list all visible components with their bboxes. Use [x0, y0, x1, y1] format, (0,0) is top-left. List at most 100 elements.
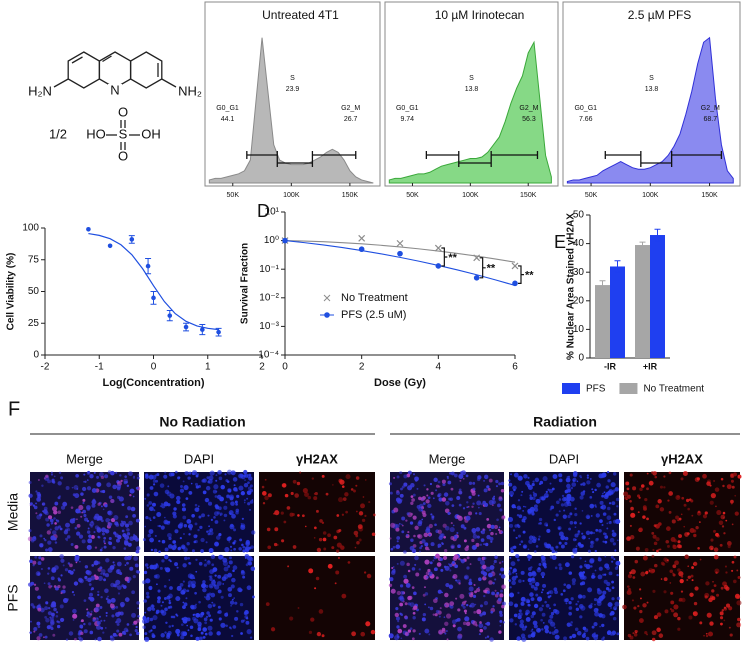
nucleus [209, 618, 213, 622]
nucleus [513, 613, 518, 618]
nucleus [716, 509, 722, 516]
nucleus [161, 504, 166, 509]
nucleus [238, 485, 244, 491]
nucleus [412, 629, 416, 633]
nucleus [175, 628, 181, 634]
nucleus [471, 505, 474, 509]
nucleus [172, 511, 177, 516]
nucleus [690, 574, 694, 578]
nucleus [687, 507, 691, 511]
nucleus [568, 527, 572, 531]
nucleus [188, 525, 191, 528]
nucleus [479, 621, 482, 624]
nucleus [585, 530, 591, 535]
nucleus [454, 564, 458, 569]
nucleus [568, 601, 572, 605]
nucleus [478, 577, 482, 582]
nucleus [553, 518, 556, 522]
nucleus [246, 490, 252, 496]
nucleus [208, 575, 211, 578]
nucleus [74, 554, 80, 560]
nucleus [666, 559, 669, 562]
nucleus [35, 512, 38, 515]
nucleus [643, 506, 647, 511]
nucleus [616, 632, 620, 636]
nucleus [168, 472, 173, 477]
nucleus [548, 631, 552, 634]
nucleus [233, 487, 238, 492]
nucleus [631, 599, 634, 602]
nucleus [203, 563, 208, 567]
panel-label: E [554, 232, 566, 252]
nucleus [198, 561, 203, 566]
nucleus [571, 581, 576, 586]
nucleus [458, 473, 464, 479]
nucleus [33, 630, 36, 633]
nucleus [571, 578, 577, 583]
nucleus [168, 558, 171, 562]
nucleus [462, 507, 466, 510]
nucleus [40, 607, 45, 613]
nucleus [228, 560, 233, 565]
nucleus [544, 600, 547, 604]
nucleus [168, 593, 173, 599]
nucleus [536, 596, 543, 602]
nucleus [492, 497, 496, 501]
nucleus [737, 474, 742, 479]
nucleus [88, 622, 92, 626]
x-tick-label: 100K [642, 192, 659, 199]
nucleus [229, 545, 233, 548]
nucleus [492, 581, 495, 585]
nucleus [570, 597, 574, 601]
nucleus [155, 609, 160, 614]
nucleus [422, 502, 426, 506]
nucleus [60, 505, 66, 510]
nucleus [610, 607, 612, 609]
nucleus [182, 580, 185, 583]
y-tick-label: 50 [573, 210, 585, 221]
nucleus [43, 537, 45, 540]
data-point [129, 237, 135, 242]
nucleus [44, 635, 48, 639]
nucleus [483, 488, 488, 493]
nucleus [606, 522, 609, 525]
nucleus [599, 519, 603, 523]
nucleus [470, 591, 474, 595]
nucleus [105, 518, 110, 523]
nucleus [207, 603, 213, 609]
nucleus [558, 498, 562, 501]
nucleus [654, 475, 658, 479]
nucleus [388, 583, 393, 587]
nucleus [482, 611, 487, 616]
nucleus [466, 566, 470, 570]
nucleus [542, 562, 547, 567]
nucleus [37, 625, 41, 629]
nucleus [722, 484, 725, 488]
nucleus [424, 603, 427, 606]
nucleus [476, 477, 481, 482]
nucleus [564, 536, 569, 541]
nucleus [33, 583, 37, 586]
atom-label: OH [141, 126, 161, 141]
group-label: Radiation [533, 414, 597, 430]
nucleus [281, 539, 285, 543]
nucleus [411, 637, 415, 641]
nucleus [186, 518, 192, 524]
nucleus [80, 515, 83, 518]
nucleus [562, 514, 567, 519]
nucleus [611, 610, 614, 614]
nucleus [29, 620, 32, 623]
nucleus [338, 497, 344, 503]
nucleus [693, 533, 697, 538]
atom-label: N [110, 82, 119, 97]
nucleus [47, 540, 52, 545]
nucleus [734, 593, 740, 599]
nucleus [120, 524, 123, 527]
nucleus [692, 611, 696, 615]
nucleus [145, 474, 149, 479]
nucleus [86, 611, 90, 615]
nucleus [175, 470, 178, 474]
nucleus [499, 508, 503, 512]
nucleus [474, 590, 477, 594]
nucleus [516, 505, 521, 510]
